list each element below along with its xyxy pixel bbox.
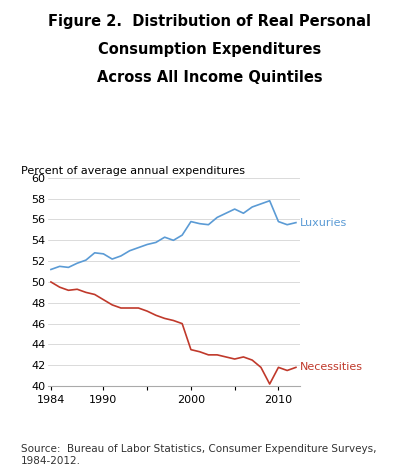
Text: Across All Income Quintiles: Across All Income Quintiles [97, 70, 323, 85]
Text: Source:  Bureau of Labor Statistics, Consumer Expenditure Surveys,
1984-2012.: Source: Bureau of Labor Statistics, Cons… [21, 444, 376, 466]
Text: Necessities: Necessities [300, 362, 363, 373]
Text: Percent of average annual expenditures: Percent of average annual expenditures [21, 166, 245, 176]
Text: Consumption Expenditures: Consumption Expenditures [98, 42, 322, 57]
Text: Figure 2.  Distribution of Real Personal: Figure 2. Distribution of Real Personal [48, 14, 372, 29]
Text: Luxuries: Luxuries [300, 218, 347, 227]
